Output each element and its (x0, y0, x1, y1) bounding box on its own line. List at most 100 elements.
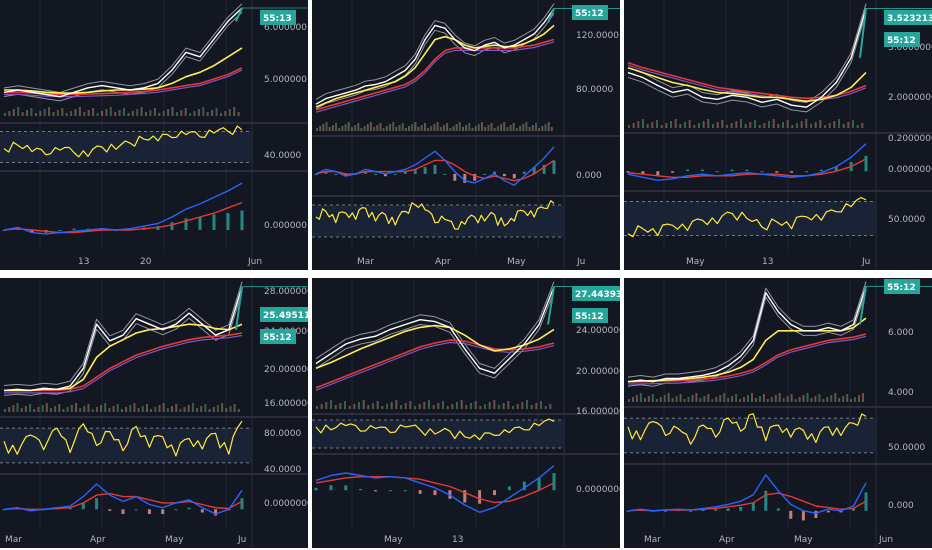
volume-bar (133, 403, 136, 412)
volume-bar (671, 398, 674, 402)
price-badge (260, 329, 296, 344)
volume-bar (141, 406, 144, 412)
volume-bar (525, 122, 528, 131)
volume-bar (660, 125, 663, 128)
price-badge (884, 279, 920, 294)
volume-bar (749, 122, 752, 128)
volume-bar (535, 403, 538, 409)
volume-bar (786, 396, 789, 402)
price-axis-label: 50.0000 (888, 443, 925, 453)
volume-bar (743, 397, 745, 402)
macd-histogram-bar (393, 173, 397, 175)
volume-bar (437, 403, 440, 409)
time-axis-label: 13 (452, 535, 463, 545)
volume-bar (83, 112, 86, 116)
volume-bar (404, 403, 407, 409)
macd-histogram-bar (826, 510, 830, 513)
rsi-band (624, 201, 876, 236)
price-badge-label: 55:13 (263, 14, 292, 24)
chart-svg-6: 6.000 4.000 50.0000 0.000 55:12 Mar Apr May Jun (624, 278, 932, 548)
volume-bar (762, 394, 765, 402)
volume-bar (331, 125, 334, 131)
volume-bar (699, 398, 702, 402)
volume-bar (515, 128, 518, 131)
chart-panel-6: 6.000 4.000 50.0000 0.000 55:12 Mar Apr May Jun (624, 278, 932, 548)
macd-histogram-bar (751, 502, 755, 511)
macd-histogram-bar (2, 509, 6, 511)
macd-histogram-bar (2, 230, 6, 231)
volume-bar (325, 122, 328, 131)
macd-histogram-bar (329, 485, 333, 491)
volume-bar (48, 107, 51, 116)
macd-histogram-bar (453, 173, 457, 181)
volume-bar (496, 126, 499, 131)
volume-bar (21, 112, 24, 116)
volume-bar (179, 409, 182, 412)
volume-bar (516, 404, 519, 409)
volume-bar (852, 120, 854, 128)
volume-bar (112, 406, 115, 412)
volume-bar (637, 121, 640, 128)
volume-bar (782, 122, 784, 128)
price-axis-label: 40.0000 (264, 465, 301, 475)
price-badge-label: 25.49511146 (263, 311, 308, 321)
rsi-line (3, 125, 243, 158)
ma-fast-line (627, 317, 867, 383)
volume-bar (45, 403, 48, 412)
macd-histogram-bar (184, 218, 188, 230)
volume-bar (782, 398, 785, 402)
macd-histogram-bar (626, 510, 630, 512)
volume-bar (493, 400, 496, 409)
price-line (3, 7, 243, 98)
volume-bar (43, 109, 46, 116)
volume-bar (763, 123, 766, 128)
volume-bar (679, 124, 682, 128)
volume-bar (462, 127, 464, 131)
volume-bar (211, 110, 214, 116)
volume-bar (651, 394, 654, 402)
macd-histogram-bar (834, 166, 838, 172)
volume-bar (74, 109, 77, 116)
volume-bar (328, 127, 331, 131)
last-candle (859, 8, 867, 58)
macd-histogram-bar (819, 169, 823, 172)
price-axis-label: 20.00000000 (264, 365, 308, 375)
volume-bar (522, 124, 525, 131)
volume-bar (423, 123, 426, 131)
macd-histogram-bar (240, 210, 244, 231)
volume-bar (389, 124, 391, 131)
volume-bar (439, 127, 442, 131)
volume-bar (385, 126, 388, 131)
macd-histogram-bar (374, 173, 377, 175)
volume-bar (65, 113, 68, 116)
volume-bar (731, 396, 734, 402)
macd-histogram-bar (483, 173, 487, 175)
macd-histogram-bar (745, 169, 749, 172)
macd-histogram-bar (226, 213, 230, 230)
volume-bar (70, 111, 73, 116)
volume-bar (330, 400, 332, 409)
price-axis-label: 0.00000000 (264, 499, 308, 509)
volume-bar (735, 121, 738, 128)
ma-fast-line (4, 47, 243, 94)
ma-long-line (315, 341, 555, 391)
volume-bar (118, 110, 121, 116)
ma-long-line (4, 69, 243, 98)
price-badge (260, 307, 308, 322)
volume-bar (322, 124, 325, 131)
volume-bar (187, 405, 190, 412)
volume-bar (687, 397, 690, 402)
macd-histogram-bar (403, 171, 407, 174)
chart-panel-2: 120.0000 80.0000 0.000 55:12 Mar Apr May Ju (312, 0, 620, 270)
volume-bar (414, 122, 417, 131)
volume-bar (204, 404, 207, 412)
volume-bar (526, 400, 528, 409)
volume-bar (768, 121, 770, 128)
volume-bar (411, 124, 414, 131)
macd-histogram-bar (147, 509, 151, 514)
volume-bar (423, 402, 426, 409)
volume-bar (404, 128, 407, 131)
volume-bar (656, 120, 658, 128)
macd-histogram-bar (314, 173, 318, 175)
macd-histogram-bar (671, 171, 675, 173)
